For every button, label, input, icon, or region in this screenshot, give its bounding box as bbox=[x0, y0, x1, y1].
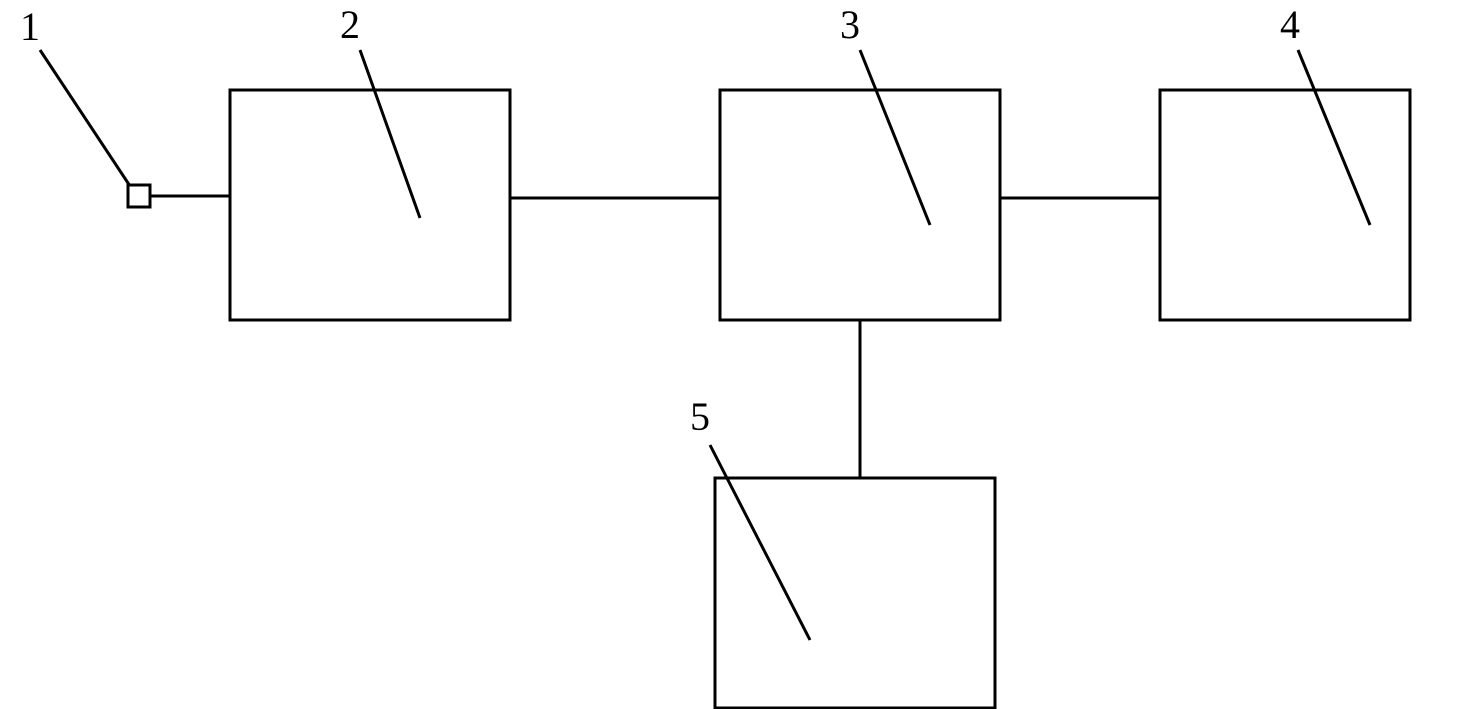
label-n2: 2 bbox=[340, 2, 360, 47]
node-n1 bbox=[128, 185, 150, 207]
label-n3: 3 bbox=[840, 2, 860, 47]
node-n5 bbox=[715, 478, 995, 708]
node-n3 bbox=[720, 90, 1000, 320]
node-n4 bbox=[1160, 90, 1410, 320]
block-diagram: 1 2 3 4 5 bbox=[0, 0, 1470, 709]
label-n4: 4 bbox=[1280, 2, 1300, 47]
node-n2 bbox=[230, 90, 510, 320]
label-n1: 1 bbox=[20, 4, 40, 49]
label-n5: 5 bbox=[690, 394, 710, 439]
